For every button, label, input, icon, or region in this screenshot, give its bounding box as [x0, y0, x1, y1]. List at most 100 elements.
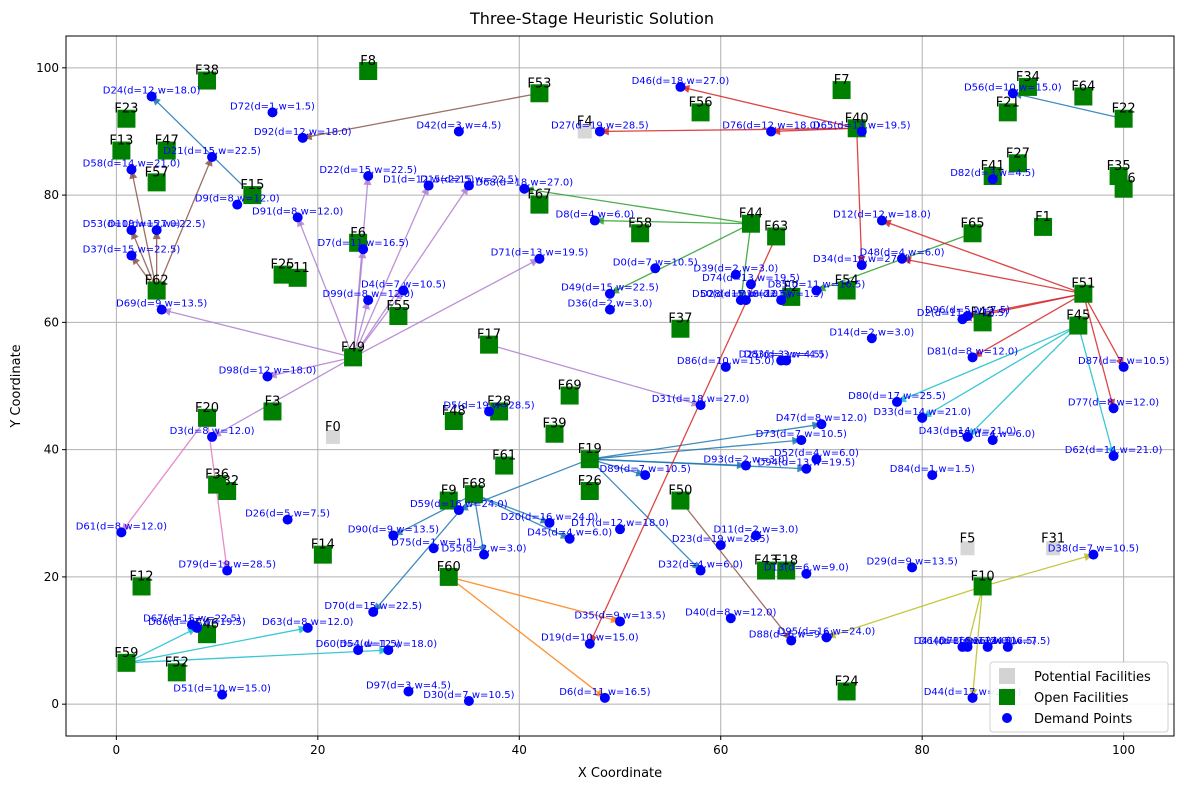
- open-facility-label-f11: F11: [286, 261, 310, 276]
- open-facility-f35: [1109, 167, 1128, 185]
- potential-facility-f0: [325, 429, 340, 444]
- demand-label-d37: D37(d=15,w=22.5): [83, 245, 181, 256]
- axis-ticks: 0 20 40 60 80 100 0 20 40 60 80 100: [36, 61, 1135, 757]
- demand-point-d92: [297, 132, 308, 143]
- demand-point-d58: [126, 164, 137, 175]
- demand-label-d98: D98(d=12,w=18.0): [219, 365, 317, 376]
- y-tick-label-60: 60: [44, 315, 59, 329]
- open-facilities: F1F2F3F6F7F8F9F10F11F12F13F14F15F16F17F1…: [109, 54, 1136, 701]
- demand-label-d83: D83(d=3,w=4.5): [744, 350, 829, 361]
- open-facility-f69: [560, 386, 579, 405]
- open-facility-label-f28: F28: [487, 394, 511, 409]
- demand-label-d87: D87(d=7,w=10.5): [1078, 356, 1169, 367]
- demand-label-d7: D7(d=11,w=16.5): [317, 238, 408, 249]
- demand-point-d68: [519, 183, 530, 194]
- demand-label-d23: D23(d=19,w=28.5): [672, 534, 770, 545]
- demand-label-d91: D91(d=8,w=12.0): [252, 206, 343, 217]
- demand-point-d67: [186, 619, 197, 630]
- demand-point-d96: [962, 311, 973, 321]
- demand-label-d29: D29(d=9,w=13.5): [866, 556, 957, 567]
- demand-point-d20: [544, 517, 555, 528]
- demand-label-d10: D10(d=15,w=22.5): [108, 219, 206, 230]
- open-facility-f9: [439, 491, 458, 510]
- legend-entry-demand-points: Demand Points: [1002, 712, 1133, 727]
- demand-label-d52: D52(d=4,w=6.0): [774, 448, 859, 459]
- demand-label-d41: D41(d=16,w=24.0): [914, 636, 1012, 647]
- demand-point-d51: [217, 689, 228, 700]
- demand-label-d22: D22(d=15,w=22.5): [319, 165, 417, 176]
- open-facility-f28: [490, 402, 509, 421]
- demand-point-d29: [907, 562, 918, 573]
- demand-point-d11: [750, 530, 761, 541]
- demand-point-d53: [126, 225, 137, 236]
- demand-label-d45: D45(d=4,w=6.0): [527, 528, 612, 539]
- open-facility-label-f58: F58: [628, 216, 652, 231]
- demand-point-d15: [463, 180, 474, 191]
- open-facility-f22: [1114, 109, 1133, 128]
- svg-text:Demand Points: Demand Points: [1034, 712, 1133, 727]
- demand-label-d95: D95(d=16,w=24.0): [778, 626, 876, 637]
- open-facility-f25: [273, 265, 292, 284]
- demand-label-d69: D69(d=9,w=13.5): [116, 299, 207, 310]
- open-facility-label-f10: F10: [971, 569, 995, 584]
- open-facility-f53: [530, 84, 549, 103]
- demand-label-d57: D57(d=4,w=6.0): [950, 429, 1035, 440]
- demand-label-d0: D0(d=7,w=10.5): [613, 257, 698, 268]
- open-facility-f44: [741, 214, 760, 233]
- demand-label-d6: D6(d=11,w=16.5): [559, 687, 650, 698]
- x-tick-label-80: 80: [915, 743, 930, 757]
- demand-label-d58: D58(d=14,w=21.0): [83, 159, 181, 170]
- demand-label-d21: D21(d=15,w=22.5): [163, 146, 261, 157]
- open-facility-f20: [198, 408, 217, 427]
- demand-point-d61: [116, 527, 127, 538]
- potential-facility-label-f31: F31: [1041, 531, 1065, 546]
- demand-point-d42: [453, 126, 464, 137]
- open-facility-f51: [1074, 284, 1093, 303]
- open-facility-f50: [671, 491, 690, 510]
- chart-title: Three-Stage Heuristic Solution: [469, 9, 714, 28]
- demand-label-d68: D68(d=18,w=27.0): [475, 178, 573, 189]
- open-facility-f15: [243, 186, 262, 205]
- demand-point-d93: [740, 460, 751, 471]
- demand-point-d56: [1007, 88, 1018, 99]
- demand-point-d32: [695, 565, 706, 576]
- demand-point-d69: [156, 304, 167, 315]
- demand-label-d26: D26(d=5,w=7.5): [245, 509, 330, 520]
- demand-label-d64: D64(d=16,w=24.0): [919, 636, 1017, 647]
- y-tick-label-20: 20: [44, 570, 59, 584]
- potential-facility-label-f5: F5: [960, 531, 976, 546]
- demand-point-d40: [725, 613, 736, 624]
- open-facility-f46: [198, 625, 217, 644]
- open-facility-label-f21: F21: [996, 95, 1020, 110]
- open-facility-label-f47: F47: [155, 134, 179, 149]
- demand-point-d44: [967, 692, 978, 703]
- open-facility-f1: [1034, 217, 1053, 236]
- open-facility-label-f48: F48: [442, 404, 466, 419]
- x-tick-label-40: 40: [512, 743, 527, 757]
- open-facility-f47: [157, 141, 176, 160]
- y-tick-label-0: 0: [51, 697, 59, 711]
- demand-point-d0: [650, 263, 661, 274]
- open-facility-label-f13: F13: [109, 134, 133, 149]
- demand-label-d81: D81(d=8,w=12.0): [927, 346, 1018, 357]
- demand-label-d44: D44(d=17,w=25.5): [924, 687, 1022, 698]
- demand-label-d1: D1(d=12,w=22.5): [383, 175, 474, 186]
- demand-point-d16: [1002, 641, 1013, 652]
- legend-entry-open-facilities: Open Facilities: [999, 689, 1129, 706]
- demand-point-d89: [640, 470, 651, 481]
- demand-point-d83: [781, 355, 792, 366]
- open-facility-f42: [973, 313, 992, 332]
- demand-label-d78: D78(d=11,w=16.5): [939, 636, 1037, 647]
- demand-label-d11: D11(d=2,w=3.0): [713, 525, 798, 536]
- demand-point-d39: [730, 269, 741, 280]
- demand-point-d95: [821, 632, 832, 643]
- demand-label-d77: D77(d=8,w=12.0): [1068, 397, 1159, 408]
- demand-point-d50: [735, 295, 746, 306]
- open-facility-f26: [580, 482, 599, 500]
- demand-point-d75: [428, 543, 439, 554]
- open-facility-f58: [631, 224, 650, 243]
- open-facility-f13: [112, 141, 131, 160]
- demand-point-d17: [615, 524, 625, 535]
- open-facility-f67: [530, 195, 549, 214]
